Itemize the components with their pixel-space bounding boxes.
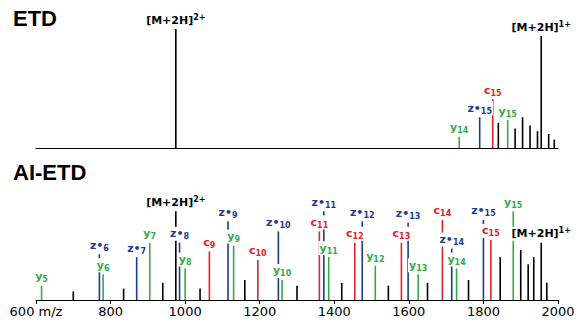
svg-text:11: 11 xyxy=(325,201,337,210)
svg-text:14: 14 xyxy=(440,209,452,218)
svg-text:15: 15 xyxy=(485,209,497,218)
svg-text:1000: 1000 xyxy=(169,304,202,319)
svg-text:2+: 2+ xyxy=(193,13,205,22)
svg-text:1+: 1+ xyxy=(559,20,571,29)
svg-text:12: 12 xyxy=(352,232,363,241)
svg-text:[M+2H]: [M+2H] xyxy=(512,227,559,240)
svg-text:13: 13 xyxy=(399,232,410,241)
svg-text:14: 14 xyxy=(453,238,465,247)
svg-text:9: 9 xyxy=(232,211,238,220)
svg-text:6: 6 xyxy=(104,264,110,273)
svg-text:1+: 1+ xyxy=(559,226,571,235)
svg-text:z•: z• xyxy=(350,206,363,219)
svg-text:[M+2H]: [M+2H] xyxy=(512,21,559,34)
svg-text:c: c xyxy=(249,244,256,258)
svg-text:c: c xyxy=(433,204,441,218)
svg-text:15: 15 xyxy=(511,201,523,210)
svg-text:y: y xyxy=(179,253,186,266)
svg-text:14: 14 xyxy=(457,126,469,135)
svg-text:2+: 2+ xyxy=(193,195,205,204)
svg-text:9: 9 xyxy=(234,235,240,244)
svg-text:c: c xyxy=(346,227,353,241)
svg-text:z•: z• xyxy=(266,216,279,229)
svg-text:800: 800 xyxy=(98,304,123,319)
svg-text:[M+2H]: [M+2H] xyxy=(146,196,193,209)
svg-text:c: c xyxy=(483,83,491,97)
svg-text:z•: z• xyxy=(439,233,452,246)
svg-text:13: 13 xyxy=(409,212,420,221)
svg-text:c: c xyxy=(482,224,489,238)
svg-text:z•: z• xyxy=(396,207,409,220)
svg-text:11: 11 xyxy=(317,221,329,230)
svg-text:13: 13 xyxy=(416,264,427,273)
svg-text:15: 15 xyxy=(481,107,493,116)
svg-text:z•: z• xyxy=(90,239,103,252)
svg-text:AI-ETD: AI-ETD xyxy=(13,160,86,185)
svg-text:z•: z• xyxy=(127,242,140,255)
svg-text:z•: z• xyxy=(467,102,480,115)
svg-text:y: y xyxy=(504,196,511,209)
svg-text:8: 8 xyxy=(183,232,189,241)
svg-text:[M+2H]: [M+2H] xyxy=(146,14,193,27)
svg-text:y: y xyxy=(143,227,150,240)
svg-text:7: 7 xyxy=(141,247,147,256)
svg-text:1800: 1800 xyxy=(467,304,500,319)
svg-text:y: y xyxy=(409,259,416,272)
svg-text:15: 15 xyxy=(489,229,501,238)
svg-text:y: y xyxy=(366,250,373,263)
svg-text:7: 7 xyxy=(151,232,157,241)
svg-text:15: 15 xyxy=(506,110,518,119)
svg-text:z•: z• xyxy=(471,204,484,217)
svg-text:9: 9 xyxy=(210,241,216,250)
svg-text:z•: z• xyxy=(312,196,325,209)
svg-text:ETD: ETD xyxy=(13,6,57,31)
svg-text:1200: 1200 xyxy=(243,304,276,319)
svg-text:c: c xyxy=(392,227,400,241)
svg-text:600 m/z: 600 m/z xyxy=(10,304,63,319)
svg-text:10: 10 xyxy=(280,269,292,278)
svg-text:y: y xyxy=(97,259,104,272)
svg-text:1400: 1400 xyxy=(318,304,351,319)
svg-text:c: c xyxy=(310,215,318,229)
svg-text:12: 12 xyxy=(373,255,384,264)
svg-text:14: 14 xyxy=(455,258,467,267)
svg-text:y: y xyxy=(320,242,327,255)
svg-text:10: 10 xyxy=(280,221,292,230)
svg-text:8: 8 xyxy=(186,258,192,267)
svg-text:y: y xyxy=(273,264,280,277)
svg-text:11: 11 xyxy=(327,247,339,256)
svg-text:5: 5 xyxy=(42,275,48,284)
svg-text:y: y xyxy=(447,253,454,266)
svg-text:15: 15 xyxy=(490,89,502,98)
svg-text:12: 12 xyxy=(363,211,374,220)
svg-text:y: y xyxy=(227,230,234,243)
svg-text:z•: z• xyxy=(170,227,183,240)
svg-text:c: c xyxy=(203,235,210,249)
svg-text:y: y xyxy=(499,105,506,118)
svg-text:y: y xyxy=(450,121,457,134)
svg-text:1600: 1600 xyxy=(392,304,425,319)
svg-text:6: 6 xyxy=(103,244,109,253)
svg-text:y: y xyxy=(35,270,42,283)
svg-text:2000: 2000 xyxy=(541,304,574,319)
svg-text:10: 10 xyxy=(256,249,268,258)
svg-text:z•: z• xyxy=(219,206,232,219)
